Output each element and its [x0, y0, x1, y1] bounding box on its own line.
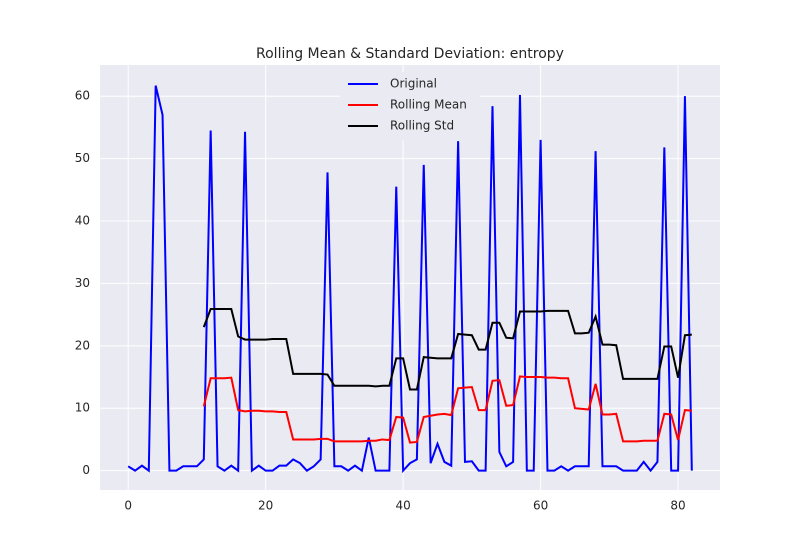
- y-tick-label: 10: [75, 401, 90, 415]
- y-tick-label: 20: [75, 338, 90, 352]
- line-series: [202, 308, 692, 391]
- line-series: [127, 85, 693, 474]
- chart-title: Rolling Mean & Standard Deviation: entro…: [256, 46, 564, 62]
- x-tick-label: 60: [533, 499, 548, 513]
- x-tick-label: 40: [395, 499, 410, 513]
- y-tick-label: 50: [75, 151, 90, 165]
- x-tick-label: 80: [670, 499, 685, 513]
- legend-label: Rolling Mean: [390, 98, 467, 112]
- legend-label: Rolling Std: [390, 119, 454, 133]
- y-tick-label: 30: [75, 276, 90, 290]
- legend-label: Original: [390, 77, 437, 91]
- y-tick-label: 0: [82, 463, 90, 477]
- x-tick-label: 20: [258, 499, 273, 513]
- y-tick-label: 60: [75, 89, 90, 103]
- x-tick-label: 0: [124, 499, 132, 513]
- line-series: [202, 375, 692, 444]
- y-tick-label: 40: [75, 214, 90, 228]
